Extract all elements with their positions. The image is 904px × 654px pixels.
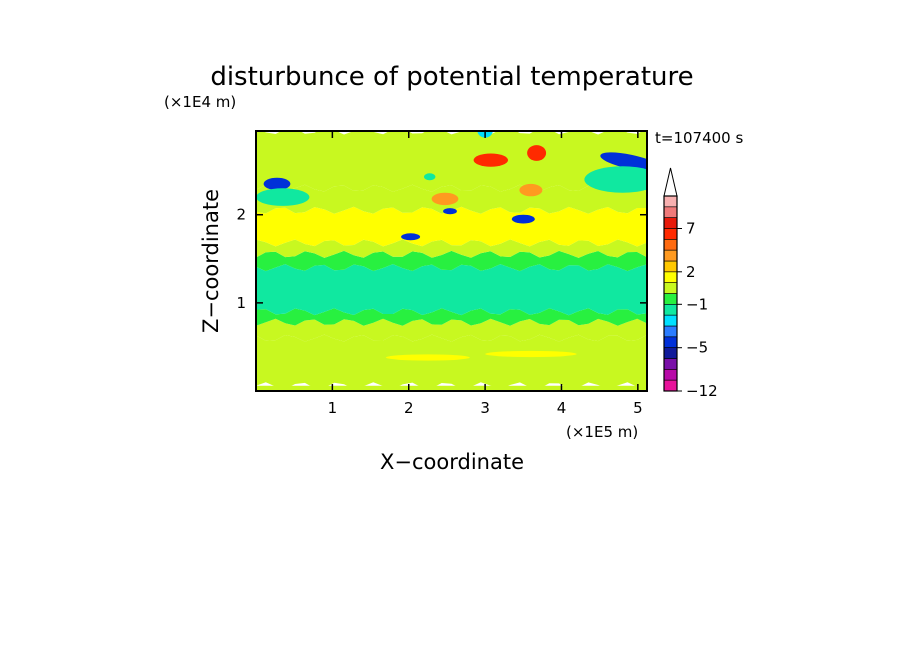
colorbar: 7 2 −1 −5 −12	[663, 167, 718, 400]
contour-field	[256, 131, 647, 391]
field-feature	[473, 153, 508, 167]
colorbar-segment	[663, 239, 678, 251]
chart-title: disturbunce of potential temperature	[210, 62, 693, 92]
colorbar-segment	[663, 379, 678, 392]
field-feature	[431, 192, 459, 206]
colorbar-segment	[663, 358, 678, 370]
colorbar-frame	[663, 195, 678, 392]
colorbar-segment	[663, 293, 678, 305]
y-tick-label: 2	[236, 206, 246, 224]
colorbar-segment	[663, 249, 678, 262]
field-band	[256, 239, 647, 258]
field-feature	[600, 152, 647, 172]
colorbar-extend-arrow	[663, 167, 678, 197]
colorbar-segment	[663, 336, 678, 348]
field-feature	[263, 177, 291, 191]
colorbar-tick-label: −5	[686, 339, 708, 357]
colorbar-tick-label: −12	[686, 382, 718, 400]
colorbar-segment	[663, 282, 678, 294]
colorbar-segment	[663, 228, 678, 240]
field-band	[256, 318, 647, 342]
field-feature	[584, 166, 647, 193]
y-axis: 12	[236, 206, 647, 312]
colorbar-segment	[663, 217, 678, 229]
field-feature	[385, 354, 470, 361]
field-band	[256, 206, 647, 247]
colorbar-tick-label: −1	[686, 295, 708, 313]
y-axis-unit: (×1E4 m)	[164, 93, 236, 111]
field-feature	[424, 173, 436, 181]
colorbar-tick-label: 7	[686, 220, 696, 238]
colorbar-segment	[663, 368, 678, 381]
colorbar-segment	[663, 271, 678, 283]
colorbar-segment	[663, 206, 678, 218]
x-axis-label: X−coordinate	[380, 450, 524, 474]
field-band	[256, 250, 647, 272]
x-tick-label: 1	[328, 399, 338, 417]
field-feature	[256, 188, 310, 206]
colorbar-segment	[663, 303, 678, 316]
time-label: t=107400 s	[655, 129, 743, 147]
x-tick-label: 3	[480, 399, 490, 417]
y-axis-label: Z−coordinate	[199, 189, 223, 333]
x-tick-label: 5	[633, 399, 643, 417]
field-feature	[485, 350, 577, 358]
field-feature	[527, 145, 547, 161]
colorbar-tick-label: 2	[686, 263, 696, 281]
field-feature	[519, 183, 543, 197]
x-tick-label: 4	[557, 399, 567, 417]
y-tick-label: 1	[236, 294, 246, 312]
plot-frame	[255, 130, 648, 392]
colorbar-segment	[663, 260, 678, 273]
colorbar-segment	[663, 314, 678, 327]
field-band	[256, 334, 647, 390]
field-band	[256, 308, 647, 326]
colorbar-segment	[663, 195, 678, 208]
field-band	[256, 264, 647, 316]
field-feature	[443, 208, 457, 215]
x-tick-label: 2	[404, 399, 414, 417]
x-axis-unit: (×1E5 m)	[566, 423, 638, 441]
colorbar-segment	[663, 325, 678, 338]
x-axis: 1 2 3 4 5	[328, 131, 643, 417]
field-feature	[511, 214, 535, 224]
field-band	[256, 131, 647, 192]
field-feature	[401, 233, 421, 241]
colorbar-segment	[663, 347, 678, 359]
